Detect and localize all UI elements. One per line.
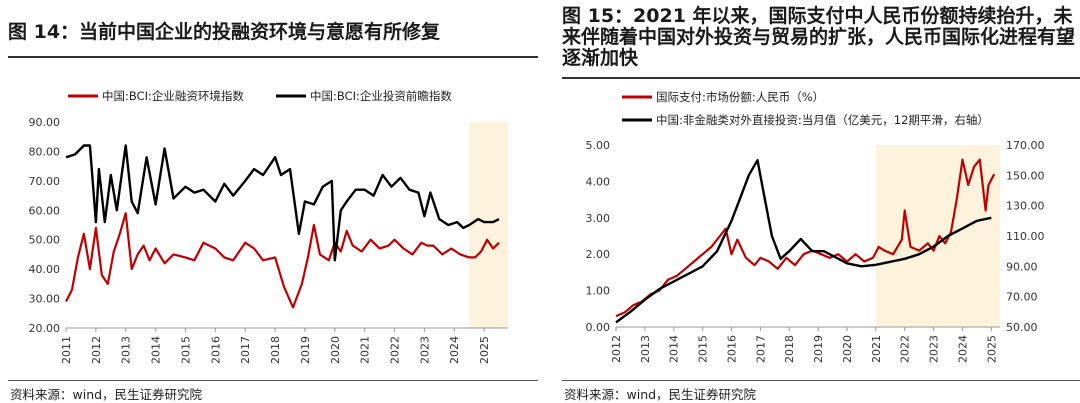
x-tick-label: 2019	[812, 335, 825, 363]
x-tick-label: 2012	[610, 335, 623, 363]
x-tick-label: 2022	[899, 335, 912, 363]
x-tick-label: 2022	[389, 336, 402, 364]
x-tick-label: 2017	[754, 335, 767, 363]
figure-title: 图 14：当前中国企业的投融资环境与意愿有所修复	[8, 21, 441, 43]
y-tick-label: 50.00	[29, 234, 61, 247]
x-tick-label: 2021	[870, 335, 883, 363]
y-tick-label: 3.00	[586, 212, 611, 225]
x-tick-label: 2013	[639, 335, 652, 363]
x-tick-label: 2011	[60, 336, 73, 364]
x-tick-label: 2016	[725, 335, 738, 363]
y-right-tick-label: 110.00	[1006, 230, 1045, 243]
chart-canvas-left: 90.00 80.00 70.00 60.00 50.00 40.00 30.00 20.00…	[29, 89, 508, 364]
source-rule	[562, 380, 1080, 381]
x-tick-label: 2015	[179, 336, 192, 364]
title-rule	[562, 77, 1080, 79]
title-rule	[8, 56, 538, 58]
y-tick-label: 4.00	[586, 175, 611, 188]
x-tick-label: 2019	[299, 336, 312, 364]
x-tick-label: 2024	[448, 336, 461, 364]
y-tick-label: 2.00	[586, 248, 611, 261]
x-tick-label: 2013	[120, 336, 133, 364]
x-tick-label: 2014	[150, 336, 163, 364]
x-tick-label: 2018	[269, 336, 282, 364]
series-line	[65, 144, 500, 262]
y-tick-label: 90.00	[29, 116, 61, 129]
series-line	[615, 158, 996, 318]
x-tick-label: 2020	[841, 335, 854, 363]
x-tick-label: 2018	[783, 335, 796, 363]
highlight-band	[469, 122, 508, 328]
x-tick-label: 2024	[956, 335, 969, 363]
legend-label: 中国:BCI:企业投资前瞻指数	[310, 89, 452, 103]
y-right-tick-label: 90.00	[1006, 260, 1038, 273]
x-tick-label: 2021	[359, 336, 372, 364]
source-note: 资料来源：wind，民生证券研究院	[10, 387, 203, 402]
highlight-band	[875, 145, 1000, 327]
y-tick-label: 30.00	[29, 293, 61, 306]
x-tick-label: 2023	[418, 336, 431, 364]
chart-panel-left: 图 14：当前中国企业的投融资环境与意愿有所修复 90.00 80.00 70.00…	[8, 0, 538, 403]
y-right-tick-label: 50.00	[1006, 321, 1038, 334]
y-tick-label: 70.00	[29, 175, 61, 188]
figure-title: 图 15：2021 年以来，国际支付中人民币份额持续抬升，未来伴随着中国对外投资…	[562, 5, 1076, 69]
source-rule	[8, 380, 538, 381]
x-tick-label: 2020	[329, 336, 342, 364]
legend-label: 中国:BCI:企业融资环境指数	[102, 89, 244, 103]
x-tick-label: 2017	[239, 336, 252, 364]
legend-label: 国际支付:市场份额:人民币（%）	[656, 90, 824, 104]
x-tick-label: 2023	[928, 335, 941, 363]
legend-label: 中国:非金融类对外直接投资:当月值（亿美元，12期平滑，右轴）	[656, 113, 989, 127]
y-right-tick-label: 130.00	[1006, 200, 1045, 213]
x-tick-label: 2025	[985, 335, 998, 363]
y-tick-label: 20.00	[29, 322, 61, 335]
x-tick-label: 2012	[90, 336, 103, 364]
y-tick-label: 40.00	[29, 263, 61, 276]
series-line	[65, 212, 500, 309]
y-tick-label: 5.00	[586, 139, 611, 152]
y-tick-label: 1.00	[586, 285, 611, 298]
y-right-tick-label: 150.00	[1006, 169, 1045, 182]
x-tick-label: 2025	[478, 336, 491, 364]
y-right-tick-label: 170.00	[1006, 139, 1045, 152]
y-tick-label: 60.00	[29, 204, 61, 217]
y-right-tick-label: 70.00	[1006, 291, 1038, 304]
x-tick-label: 2015	[697, 335, 710, 363]
chart-canvas-right: 5.00 4.00 3.00 2.00 1.00 0.00 170.00 150.00 130.…	[586, 90, 1045, 363]
series-line	[615, 158, 992, 324]
x-tick-label: 2014	[668, 335, 681, 363]
source-note: 资料来源：wind，民生证券研究院	[564, 387, 757, 402]
y-tick-label: 80.00	[29, 145, 61, 158]
y-tick-label: 0.00	[586, 321, 611, 334]
chart-panel-right: 图 15：2021 年以来，国际支付中人民币份额持续抬升，未来伴随着中国对外投资…	[562, 0, 1080, 403]
x-tick-label: 2016	[209, 336, 222, 364]
